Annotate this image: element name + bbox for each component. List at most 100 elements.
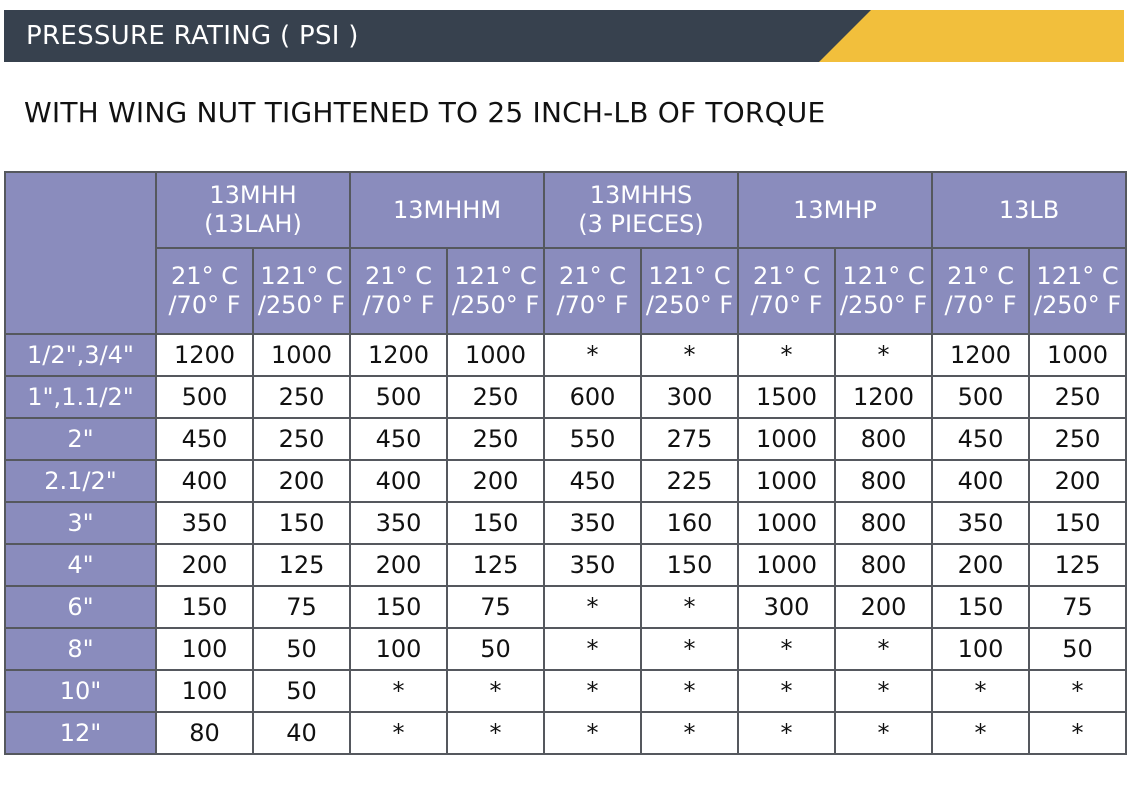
table-row: 1/2",3/4" 1200 1000 1200 1000 * * * * 1200 1000 [4, 333, 1128, 377]
temp-c: 121° C [454, 262, 537, 290]
rating-cell: 75 [445, 585, 546, 629]
rating-cell: 250 [252, 417, 351, 461]
rating-cell: 450 [155, 417, 254, 461]
rating-cell: * [834, 627, 934, 671]
rating-cell: 40 [252, 711, 351, 755]
product-name: 13MHHM [392, 195, 502, 224]
temp-f: /250° F [257, 291, 346, 319]
product-name: 13MHP [793, 195, 877, 224]
temp-header: 21° C/70° F [349, 247, 448, 335]
rating-cell: * [737, 333, 837, 377]
temp-c: 121° C [842, 262, 925, 290]
table-row: 10" 100 50 * * * * * * * * [4, 669, 1128, 713]
rating-cell: 80 [155, 711, 254, 755]
temp-f: /70° F [168, 291, 241, 319]
rating-cell: 150 [349, 585, 448, 629]
temp-header: 21° C/70° F [155, 247, 254, 335]
product-header: 13LB [931, 171, 1128, 249]
product-alias: (3 PIECES) [578, 210, 704, 238]
table-row: 8" 100 50 100 50 * * * * 100 50 [4, 627, 1128, 671]
rating-cell: 200 [931, 543, 1031, 587]
product-name: 13MHH [209, 181, 297, 209]
rating-cell: 1200 [349, 333, 448, 377]
rating-cell: 125 [445, 543, 546, 587]
rating-cell: 800 [834, 543, 934, 587]
rating-cell: 160 [640, 501, 740, 545]
product-name: 13MHHS [589, 181, 693, 209]
rating-cell: * [349, 669, 448, 713]
rating-cell: 250 [445, 417, 546, 461]
rating-cell: 1500 [737, 375, 837, 419]
rating-cell: * [445, 711, 546, 755]
size-cell: 1",1.1/2" [4, 375, 157, 419]
rating-cell: 100 [155, 669, 254, 713]
rating-cell: 300 [640, 375, 740, 419]
banner-accent-stripe [819, 10, 1124, 62]
rating-cell: 450 [349, 417, 448, 461]
rating-cell: 125 [1028, 543, 1128, 587]
rating-cell: 250 [445, 375, 546, 419]
rating-cell: 800 [834, 501, 934, 545]
pressure-rating-table: 13MHH (13LAH) 13MHHM 13MHHS (3 PIECES) 13M… [4, 171, 1128, 755]
rating-cell: 250 [1028, 417, 1128, 461]
rating-cell: 125 [252, 543, 351, 587]
temp-c: 21° C [947, 262, 1014, 290]
rating-cell: 500 [349, 375, 448, 419]
rating-cell: 350 [543, 543, 643, 587]
rating-cell: 50 [252, 627, 351, 671]
rating-cell: 100 [155, 627, 254, 671]
rating-cell: 300 [737, 585, 837, 629]
temp-f: /70° F [944, 291, 1017, 319]
rating-cell: 225 [640, 459, 740, 503]
rating-cell: 500 [155, 375, 254, 419]
rating-cell: 1200 [834, 375, 934, 419]
rating-cell: 500 [931, 375, 1031, 419]
product-header: 13MHP [737, 171, 934, 249]
product-header: 13MHHM [348, 171, 546, 249]
rating-cell: * [445, 669, 546, 713]
rating-cell: 200 [445, 459, 546, 503]
rating-cell: * [640, 627, 740, 671]
rating-cell: 200 [1028, 459, 1128, 503]
rating-cell: 150 [445, 501, 546, 545]
temp-f: /250° F [839, 291, 928, 319]
rating-cell: * [834, 333, 934, 377]
rating-cell: * [737, 627, 837, 671]
rating-cell: * [931, 711, 1031, 755]
rating-cell: * [1028, 669, 1128, 713]
temp-c: 121° C [648, 262, 731, 290]
rating-cell: 1000 [1028, 333, 1128, 377]
rating-cell: * [543, 333, 643, 377]
rating-cell: * [640, 585, 740, 629]
temp-header: 21° C/70° F [737, 247, 837, 335]
rating-cell: * [543, 669, 643, 713]
rating-cell: 1000 [737, 417, 837, 461]
rating-cell: 150 [931, 585, 1031, 629]
rating-body: 1/2",3/4" 1200 1000 1200 1000 * * * * 1200 1000 1",… [4, 333, 1128, 755]
rating-cell: 150 [640, 543, 740, 587]
size-cell: 2.1/2" [4, 459, 157, 503]
temp-header: 121° C/250° F [1028, 247, 1128, 335]
temp-c: 21° C [753, 262, 820, 290]
rating-cell: 350 [543, 501, 643, 545]
rating-cell: 200 [155, 543, 254, 587]
rating-cell: * [640, 711, 740, 755]
rating-cell: 600 [543, 375, 643, 419]
temp-f: /70° F [556, 291, 629, 319]
rating-cell: * [737, 711, 837, 755]
temp-header: 121° C/250° F [252, 247, 351, 335]
table-row: 2" 450 250 450 250 550 275 1000 800 450 250 [4, 417, 1128, 461]
table-row: 2.1/2" 400 200 400 200 450 225 1000 800 400 200 [4, 459, 1128, 503]
rating-cell: * [543, 585, 643, 629]
rating-cell: 1200 [931, 333, 1031, 377]
rating-cell: 150 [155, 585, 254, 629]
rating-cell: 800 [834, 417, 934, 461]
rating-cell: 275 [640, 417, 740, 461]
table-row: 6" 150 75 150 75 * * 300 200 150 75 [4, 585, 1128, 629]
temp-header: 121° C/250° F [445, 247, 546, 335]
rating-cell: 200 [834, 585, 934, 629]
product-name: 13LB [998, 195, 1060, 224]
rating-cell: * [931, 669, 1031, 713]
size-cell: 4" [4, 543, 157, 587]
rating-cell: 75 [252, 585, 351, 629]
